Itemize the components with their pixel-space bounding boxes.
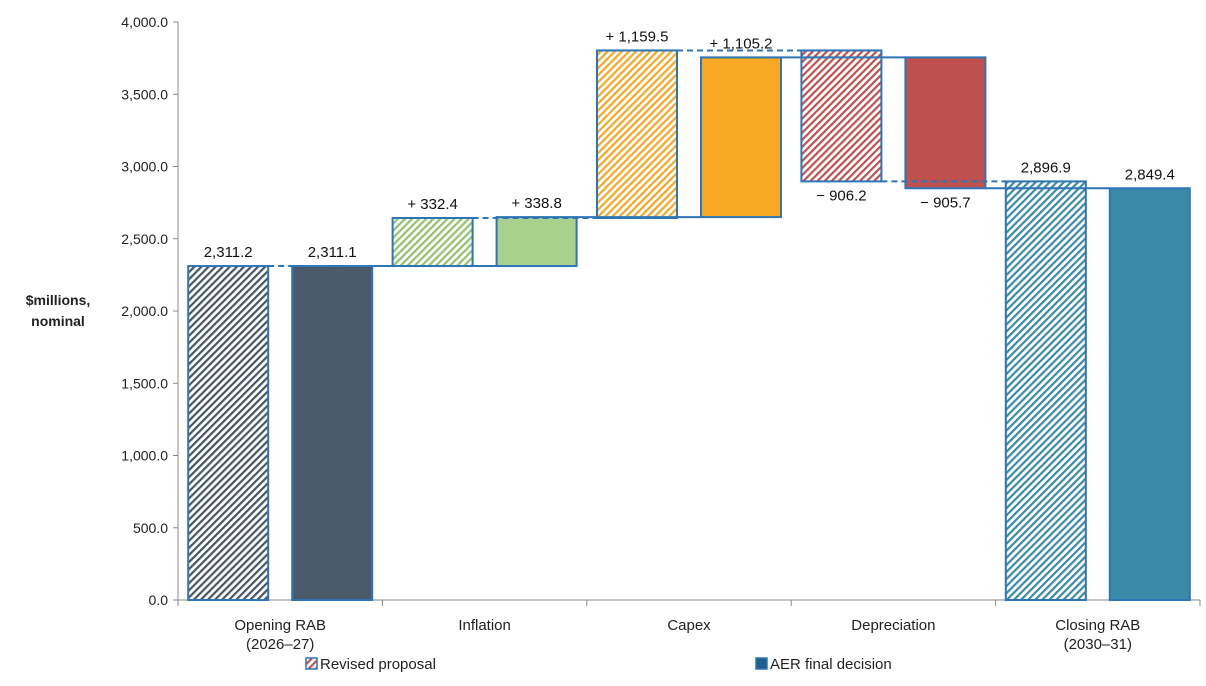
revised-proposal-bar bbox=[1004, 180, 1087, 601]
data-label: 2,849.4 bbox=[1125, 166, 1175, 183]
category-label: Opening RAB (2026–27) bbox=[234, 617, 326, 653]
connectors bbox=[268, 49, 1110, 268]
y-tick-label: 4,000.0 bbox=[121, 14, 168, 30]
legend: Revised proposal AER final decision bbox=[305, 656, 892, 673]
category-label: Depreciation bbox=[851, 617, 935, 634]
aer-final-decision-bar bbox=[291, 265, 374, 601]
data-label: 2,896.9 bbox=[1021, 159, 1071, 176]
y-tick-label: 2,500.0 bbox=[121, 231, 168, 247]
y-tick-label: 2,000.0 bbox=[121, 303, 168, 319]
data-label: − 905.7 bbox=[920, 194, 970, 211]
data-label: + 338.8 bbox=[511, 195, 561, 212]
legend-swatch bbox=[305, 657, 318, 670]
category-label: Closing RAB (2030–31) bbox=[1055, 617, 1140, 653]
data-label: + 332.4 bbox=[407, 196, 457, 213]
data-label: − 906.2 bbox=[816, 187, 866, 204]
category-label: Inflation bbox=[458, 617, 511, 634]
category-label: Capex bbox=[667, 617, 711, 634]
revised-proposal-bar bbox=[391, 216, 474, 268]
data-label: 2,311.1 bbox=[308, 244, 357, 261]
bars bbox=[187, 49, 1191, 602]
aer-final-decision-bar bbox=[495, 216, 578, 268]
legend-swatch bbox=[755, 657, 768, 670]
legend-label: Revised proposal bbox=[320, 656, 436, 673]
revised-proposal-bar bbox=[187, 265, 270, 601]
data-label: + 1,159.5 bbox=[606, 28, 669, 45]
axes: 0.0 500.0 1,000.0 1,500.0 2,000.0 2,500.0 3,00… bbox=[26, 14, 1201, 653]
aer-final-decision-bar bbox=[904, 56, 987, 190]
revised-proposal-bar bbox=[596, 49, 678, 219]
y-tick-label: 0.0 bbox=[149, 592, 169, 608]
data-label: 2,311.2 bbox=[204, 244, 253, 261]
y-tick-label: 3,000.0 bbox=[121, 159, 168, 175]
data-label: + 1,105.2 bbox=[710, 35, 773, 52]
y-tick-label: 500.0 bbox=[133, 520, 168, 536]
y-tick-label: 1,000.0 bbox=[121, 448, 168, 464]
revised-proposal-bar bbox=[800, 49, 883, 183]
data-labels: 2,311.2 + 332.4 + 1,159.5 − 906.2 2,896.9 2,3… bbox=[204, 28, 1175, 261]
legend-label: AER final decision bbox=[770, 656, 892, 673]
y-tick-label: 3,500.0 bbox=[121, 86, 168, 102]
aer-final-decision-bar bbox=[1108, 187, 1191, 602]
y-axis-title: $millions, nominal bbox=[26, 292, 91, 329]
y-tick-label: 1,500.0 bbox=[121, 375, 168, 391]
aer-final-decision-bar bbox=[700, 56, 782, 219]
